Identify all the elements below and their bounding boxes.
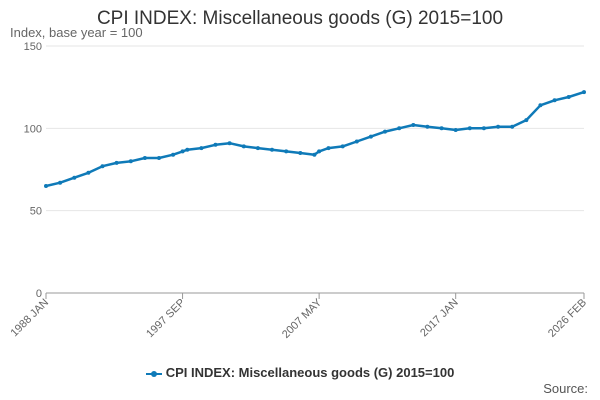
y-tick-label: 100 — [24, 123, 42, 135]
data-point[interactable] — [157, 156, 161, 160]
data-point[interactable] — [270, 147, 274, 152]
data-point[interactable] — [368, 134, 373, 139]
x-axis-ticks: 1988 JAN 1997 SEP 2007 MAY 2017 JAN 2026 FEB — [8, 293, 589, 341]
data-point[interactable] — [44, 184, 48, 188]
data-point[interactable] — [566, 95, 571, 99]
x-tick-label: 1997 SEP — [144, 297, 188, 341]
y-tick-label: 0 — [36, 288, 42, 300]
data-point[interactable] — [425, 124, 430, 129]
series-line[interactable] — [44, 90, 586, 188]
y-tick-label: 50 — [30, 206, 42, 218]
data-point[interactable] — [552, 98, 557, 103]
data-point[interactable] — [340, 144, 345, 149]
data-point[interactable] — [312, 152, 317, 157]
data-point[interactable] — [354, 139, 359, 144]
data-point[interactable] — [185, 147, 190, 152]
data-point[interactable] — [326, 146, 331, 151]
chart-title: CPI INDEX: Miscellaneous goods (G) 2015=… — [96, 8, 504, 29]
x-tick-label: 1988 JAN — [8, 297, 51, 340]
data-point[interactable] — [467, 126, 472, 131]
x-tick-label: 2007 MAY — [280, 296, 325, 341]
data-point[interactable] — [582, 90, 586, 95]
data-point[interactable] — [72, 175, 77, 180]
data-point[interactable] — [255, 146, 260, 151]
data-point[interactable] — [58, 180, 63, 185]
data-point[interactable] — [227, 141, 232, 146]
y-axis-ticks: 0 50 100 150 — [24, 41, 42, 300]
data-point[interactable] — [453, 128, 458, 132]
data-point[interactable] — [171, 152, 176, 157]
data-point[interactable] — [100, 164, 105, 169]
data-point[interactable] — [86, 170, 91, 175]
data-point[interactable] — [213, 142, 218, 147]
data-point[interactable] — [199, 146, 204, 151]
data-point[interactable] — [241, 144, 246, 149]
data-point[interactable] — [317, 149, 322, 154]
legend[interactable]: CPI INDEX: Miscellaneous goods (G) 2015=… — [0, 365, 600, 380]
data-point[interactable] — [298, 151, 303, 155]
data-point[interactable] — [114, 160, 119, 165]
data-point[interactable] — [510, 124, 515, 129]
data-point[interactable] — [142, 156, 147, 160]
data-point[interactable] — [481, 126, 486, 131]
data-point[interactable] — [538, 103, 543, 108]
data-point[interactable] — [524, 118, 529, 123]
legend-marker — [145, 369, 162, 379]
data-point[interactable] — [439, 126, 444, 131]
data-point[interactable] — [397, 126, 402, 131]
data-point[interactable] — [284, 149, 289, 154]
y-tick-label: 150 — [24, 41, 42, 53]
data-point[interactable] — [383, 129, 387, 134]
data-point[interactable] — [128, 159, 133, 164]
source-label: Source: — [543, 381, 588, 396]
gridlines — [46, 45, 584, 212]
series-group — [44, 90, 586, 188]
chart-subtitle: Index, base year = 100 — [10, 25, 143, 40]
data-point[interactable] — [411, 123, 416, 127]
legend-label: CPI INDEX: Miscellaneous goods (G) 2015=… — [165, 365, 455, 380]
data-point[interactable] — [180, 149, 185, 154]
x-tick-label: 2026 FEB — [546, 297, 589, 340]
x-tick-label: 2017 JAN — [418, 297, 461, 340]
data-point[interactable] — [496, 124, 501, 129]
